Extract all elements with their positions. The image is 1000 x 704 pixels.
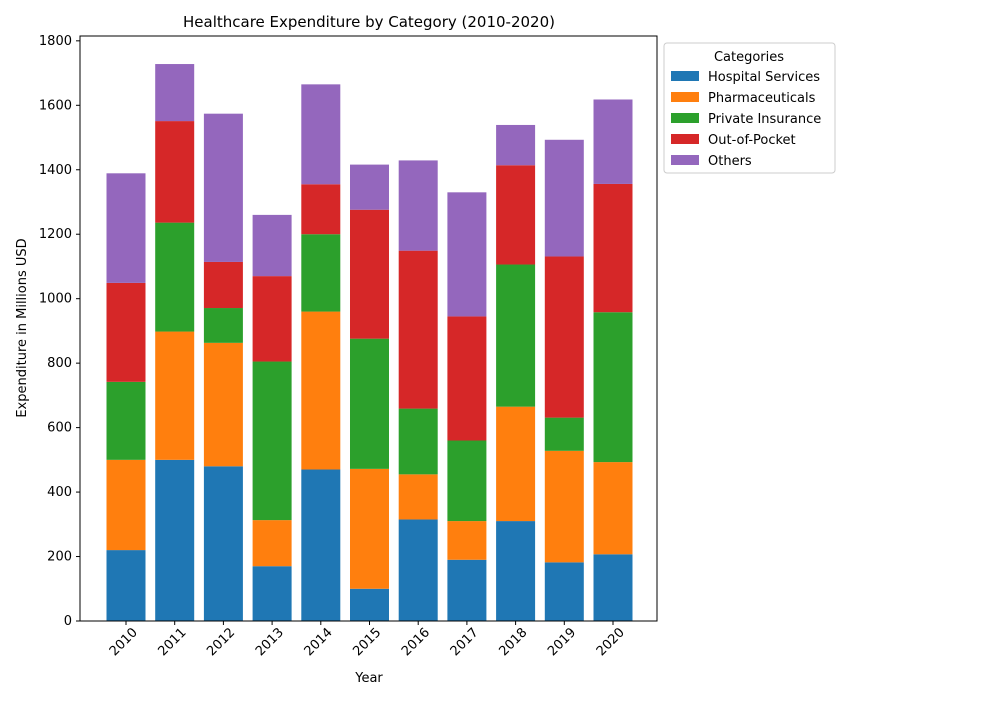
y-tick-label: 400 xyxy=(47,485,72,500)
bars-group xyxy=(106,64,633,621)
bar-hospital-services-2012 xyxy=(203,466,243,621)
legend-swatch xyxy=(671,134,699,144)
bar-private-insurance-2010 xyxy=(106,381,146,460)
bar-hospital-services-2018 xyxy=(496,521,536,621)
x-tick-label: 2019 xyxy=(545,625,579,659)
bar-out-of-pocket-2016 xyxy=(398,250,438,409)
bar-others-2020 xyxy=(593,99,633,184)
legend: Categories Hospital Services Pharmaceutic… xyxy=(663,42,836,174)
bar-others-2013 xyxy=(252,214,292,277)
bar-private-insurance-2012 xyxy=(203,308,243,343)
legend-box xyxy=(663,42,836,174)
legend-label: Out-of-Pocket xyxy=(708,133,796,148)
y-tick-label: 1600 xyxy=(39,98,72,113)
y-tick-label: 200 xyxy=(47,550,72,565)
bar-pharmaceuticals-2010 xyxy=(106,459,146,551)
y-tick-label: 1800 xyxy=(39,34,72,49)
legend-label: Pharmaceuticals xyxy=(708,91,816,106)
bar-out-of-pocket-2011 xyxy=(155,121,195,223)
bar-private-insurance-2018 xyxy=(496,264,536,407)
bar-private-insurance-2017 xyxy=(447,440,487,522)
legend-label: Others xyxy=(708,154,752,169)
bar-out-of-pocket-2017 xyxy=(447,316,487,441)
bar-others-2012 xyxy=(203,113,243,262)
legend-items: Hospital Services Pharmaceuticals Private … xyxy=(671,70,821,169)
bar-pharmaceuticals-2019 xyxy=(544,450,584,563)
legend-title: Categories xyxy=(714,50,784,65)
x-tick-label: 2016 xyxy=(399,625,433,659)
y-tick-label: 0 xyxy=(64,614,72,629)
bar-others-2011 xyxy=(155,64,195,122)
bar-hospital-services-2019 xyxy=(544,562,584,621)
bar-hospital-services-2020 xyxy=(593,554,633,621)
bar-pharmaceuticals-2014 xyxy=(301,311,341,470)
x-tick-label: 2014 xyxy=(302,625,336,659)
bar-private-insurance-2015 xyxy=(350,338,389,469)
bar-pharmaceuticals-2015 xyxy=(350,468,389,589)
bar-private-insurance-2014 xyxy=(301,234,341,312)
bar-hospital-services-2011 xyxy=(155,459,195,621)
bar-private-insurance-2020 xyxy=(593,312,633,463)
bar-hospital-services-2014 xyxy=(301,469,341,621)
bar-out-of-pocket-2020 xyxy=(593,183,633,313)
bar-others-2015 xyxy=(350,164,389,210)
bar-pharmaceuticals-2018 xyxy=(496,406,536,522)
bar-private-insurance-2011 xyxy=(155,222,195,332)
y-tick-label: 1200 xyxy=(39,227,72,242)
legend-swatch xyxy=(671,71,699,81)
x-tick-label: 2013 xyxy=(253,625,287,659)
legend-label: Private Insurance xyxy=(708,112,821,127)
x-tick-label: 2017 xyxy=(448,625,482,659)
bar-others-2019 xyxy=(544,139,584,257)
x-tick-label: 2018 xyxy=(496,625,530,659)
y-tick-label: 1000 xyxy=(39,292,72,307)
y-tick-label: 1400 xyxy=(39,163,72,178)
x-tick-label: 2015 xyxy=(350,625,384,659)
bar-pharmaceuticals-2011 xyxy=(155,331,195,460)
bar-hospital-services-2013 xyxy=(252,566,292,621)
bar-hospital-services-2015 xyxy=(350,588,389,621)
bar-out-of-pocket-2018 xyxy=(496,165,536,265)
bar-pharmaceuticals-2013 xyxy=(252,520,292,567)
bar-pharmaceuticals-2020 xyxy=(593,462,633,555)
legend-label: Hospital Services xyxy=(708,70,820,85)
x-tick-label: 2011 xyxy=(156,625,190,659)
bar-others-2016 xyxy=(398,160,438,251)
bar-others-2018 xyxy=(496,124,536,166)
legend-swatch xyxy=(671,113,699,123)
bar-pharmaceuticals-2012 xyxy=(203,342,243,467)
bar-hospital-services-2017 xyxy=(447,559,487,621)
bar-out-of-pocket-2019 xyxy=(544,256,584,418)
bar-out-of-pocket-2014 xyxy=(301,184,341,235)
plot-frame xyxy=(79,35,658,622)
bar-pharmaceuticals-2016 xyxy=(398,474,438,520)
x-tick-label: 2010 xyxy=(107,625,141,659)
bar-others-2010 xyxy=(106,173,146,283)
y-axis: 0 200 400 600 800 1000 1200 1400 1600 1800 xyxy=(39,34,80,629)
x-axis-label: Year xyxy=(354,671,383,686)
bar-private-insurance-2019 xyxy=(544,417,584,451)
bar-pharmaceuticals-2017 xyxy=(447,521,487,560)
bar-private-insurance-2016 xyxy=(398,408,438,475)
x-tick-label: 2012 xyxy=(204,625,238,659)
bar-out-of-pocket-2010 xyxy=(106,282,146,382)
bar-hospital-services-2016 xyxy=(398,519,438,621)
y-axis-label: Expenditure in Millions USD xyxy=(15,238,30,417)
legend-swatch xyxy=(671,155,699,165)
bar-others-2014 xyxy=(301,84,341,185)
x-axis: 2010 2011 2012 2013 2014 2015 2016 2017 2018 2019… xyxy=(107,621,628,659)
bar-out-of-pocket-2012 xyxy=(203,261,243,309)
chart-title: Healthcare Expenditure by Category (2010… xyxy=(183,13,555,31)
bar-out-of-pocket-2015 xyxy=(350,209,389,339)
y-tick-label: 800 xyxy=(47,356,72,371)
x-tick-label: 2020 xyxy=(594,625,628,659)
legend-swatch xyxy=(671,92,699,102)
bar-hospital-services-2010 xyxy=(106,550,146,621)
bar-out-of-pocket-2013 xyxy=(252,276,292,362)
y-tick-label: 600 xyxy=(47,421,72,436)
bar-private-insurance-2013 xyxy=(252,361,292,521)
bar-others-2017 xyxy=(447,192,487,317)
